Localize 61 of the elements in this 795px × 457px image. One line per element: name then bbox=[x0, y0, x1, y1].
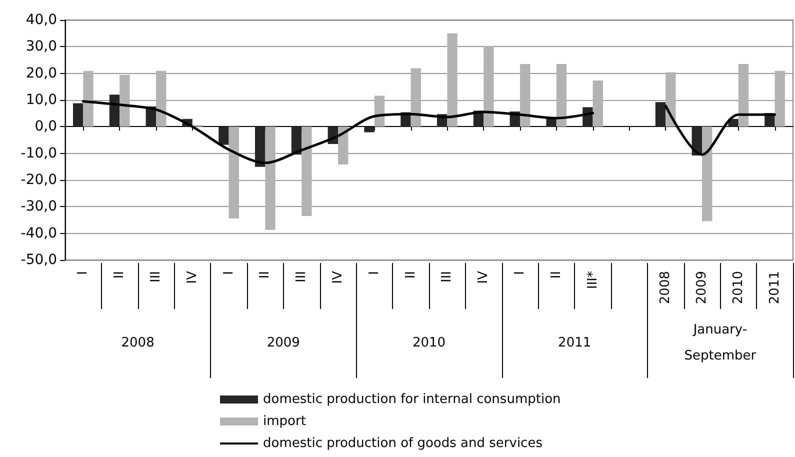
x-tick-label: I bbox=[221, 271, 236, 275]
y-tick-label: -30,0 bbox=[20, 198, 57, 215]
text: 2011 bbox=[558, 336, 592, 350]
x-tick-label: I bbox=[512, 271, 528, 275]
bar bbox=[655, 102, 666, 127]
bar bbox=[410, 68, 421, 127]
legend-label: import bbox=[263, 414, 306, 429]
y-tick-label: -20,0 bbox=[20, 172, 57, 188]
y-tick-label: -50,0 bbox=[20, 252, 57, 268]
x-tick-label: II bbox=[258, 271, 273, 279]
text: January-September bbox=[684, 322, 757, 364]
x-tick-label: III bbox=[440, 271, 455, 283]
bar bbox=[774, 70, 785, 127]
bar bbox=[520, 64, 530, 127]
y-tick-label: 40,0 bbox=[26, 12, 57, 28]
bar bbox=[738, 64, 749, 127]
legend-label: domestic production for internal consumption bbox=[263, 392, 561, 407]
x-tick-label: III bbox=[294, 271, 310, 283]
bar bbox=[374, 96, 385, 127]
bar bbox=[120, 74, 130, 127]
bar bbox=[556, 64, 567, 127]
y-tick-label: -40,0 bbox=[20, 225, 57, 242]
bar bbox=[156, 70, 166, 127]
bar bbox=[218, 126, 229, 145]
bar bbox=[592, 80, 603, 127]
x-tick-label: IV bbox=[476, 270, 492, 284]
bar bbox=[265, 126, 276, 230]
text: 2009 bbox=[266, 336, 300, 350]
y-tick-label: 20,0 bbox=[26, 65, 57, 82]
x-tick-label: II bbox=[548, 271, 564, 279]
y-tick-label: 30,0 bbox=[26, 38, 57, 55]
x-tick-label: III bbox=[148, 271, 164, 283]
bar bbox=[228, 126, 239, 218]
bar bbox=[666, 72, 676, 127]
bar bbox=[338, 126, 348, 165]
x-tick-label: 2010 bbox=[730, 271, 746, 304]
x-tick-label: II bbox=[403, 271, 418, 279]
bar bbox=[364, 126, 374, 132]
text: 2008 bbox=[121, 336, 154, 350]
x-tick-label: IV bbox=[330, 270, 346, 284]
y-tick-label: -10,0 bbox=[20, 145, 57, 162]
bar bbox=[447, 33, 458, 127]
bar bbox=[73, 103, 84, 127]
x-tick-label: 2009 bbox=[694, 271, 710, 304]
bar bbox=[484, 46, 494, 127]
y-tick-label: 10,0 bbox=[26, 92, 57, 108]
bar bbox=[83, 70, 94, 127]
x-tick-label: 2008 bbox=[658, 271, 674, 304]
x-tick-label: I bbox=[366, 271, 382, 275]
bar bbox=[109, 94, 120, 127]
x-tick-label: II bbox=[112, 271, 128, 279]
x-tick-label: III* bbox=[585, 270, 600, 290]
x-tick-label: I bbox=[76, 271, 91, 275]
bar bbox=[255, 126, 266, 167]
y-tick-label: 0,0 bbox=[34, 118, 57, 135]
x-tick-label: IV bbox=[184, 270, 200, 284]
text: 2010 bbox=[412, 336, 446, 350]
x-tick-label: 2011 bbox=[767, 271, 782, 304]
bar bbox=[702, 126, 712, 222]
legend-label: domestic production of goods and services bbox=[263, 436, 543, 451]
bar bbox=[302, 126, 312, 216]
